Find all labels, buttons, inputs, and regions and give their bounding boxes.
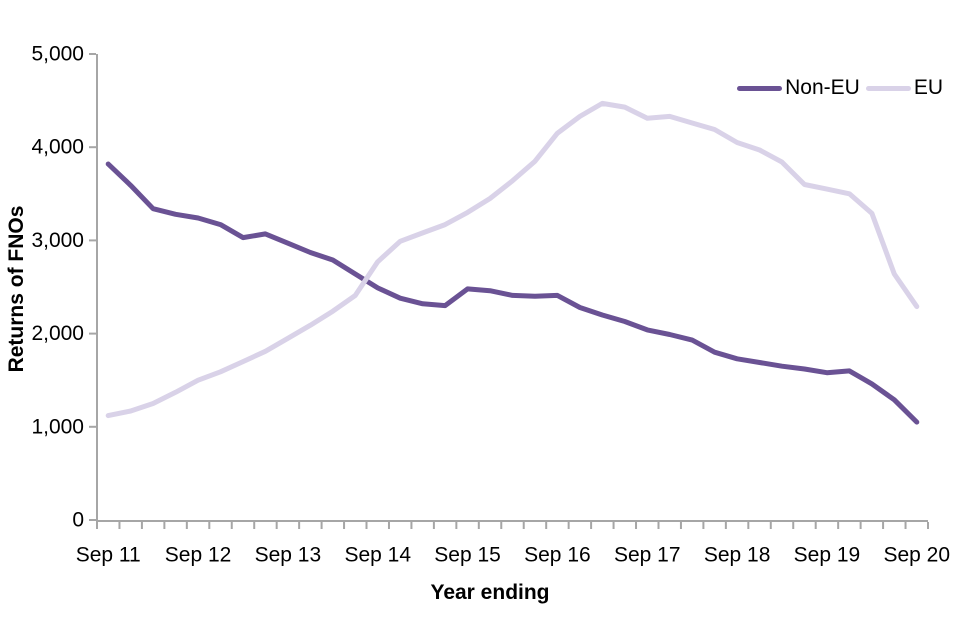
- x-tick-label: Sep 12: [165, 543, 232, 566]
- x-tick-label: Sep 13: [255, 543, 322, 566]
- y-tick-label: 0: [72, 509, 84, 532]
- legend: Non-EU EU: [737, 76, 943, 100]
- x-tick-label: Sep 20: [883, 543, 950, 566]
- legend-label-non-eu: Non-EU: [785, 76, 860, 99]
- x-tick-label: Sep 18: [704, 543, 771, 566]
- x-tick-label: Sep 14: [344, 543, 411, 566]
- y-tick-label: 2,000: [31, 322, 84, 345]
- legend-item-non-eu: Non-EU: [737, 76, 860, 100]
- y-tick-label: 5,000: [31, 43, 84, 66]
- legend-swatch-non-eu: [737, 85, 783, 91]
- x-tick-label: Sep 15: [434, 543, 501, 566]
- x-axis-title: Year ending: [430, 581, 550, 604]
- series-line-eu: [105, 100, 920, 419]
- legend-item-eu: EU: [865, 76, 943, 100]
- y-tick-label: 4,000: [31, 136, 84, 159]
- x-tick-label: Sep 17: [614, 543, 681, 566]
- legend-label-eu: EU: [913, 76, 943, 99]
- x-tick-label: Sep 11: [76, 543, 141, 566]
- x-tick-label: Sep 19: [794, 543, 861, 566]
- y-axis-title: Returns of FNOs: [5, 205, 28, 373]
- y-tick-label: 3,000: [31, 229, 84, 252]
- legend-swatch-eu: [865, 85, 911, 91]
- y-tick-label: 1,000: [31, 415, 84, 438]
- series-line-non-eu: [105, 161, 920, 425]
- x-tick-label: Sep 16: [524, 543, 591, 566]
